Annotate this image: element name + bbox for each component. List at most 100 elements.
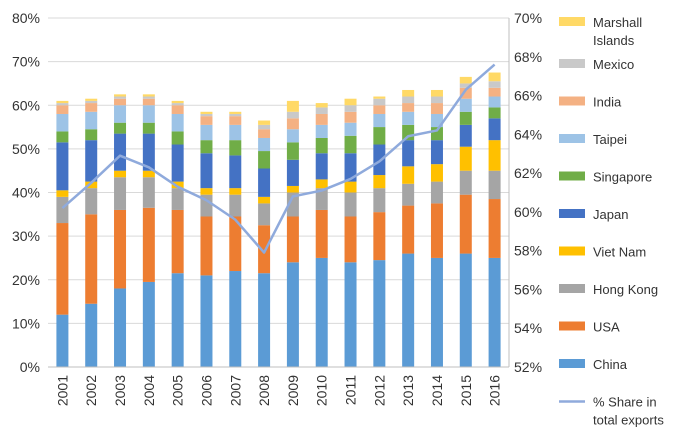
bar-segment-usa — [229, 216, 242, 272]
bar-segment-singapore — [56, 131, 69, 143]
legend-label: Japan — [593, 207, 628, 222]
bar-segment-china — [286, 262, 299, 367]
bar-segment-usa — [171, 209, 184, 274]
bar-segment-marshall-islands — [315, 103, 328, 108]
bar-segment-china — [114, 288, 127, 367]
bar-segment-china — [171, 273, 184, 367]
legend-swatch — [559, 359, 585, 368]
share-line-series — [61, 63, 496, 254]
x-tick-label: 2007 — [227, 375, 243, 406]
y-left-tick-label: 0% — [20, 359, 40, 375]
bar-segment-japan — [200, 153, 213, 189]
x-tick-label: 2013 — [400, 375, 416, 406]
bar-segment-mexico — [85, 100, 98, 104]
x-tick-label: 2012 — [371, 375, 387, 406]
bar-segment-hong-kong — [142, 177, 155, 208]
bar-segment-taipei — [286, 129, 299, 143]
bar-segment-viet-nam — [229, 188, 242, 195]
x-tick-label: 2005 — [170, 375, 186, 406]
bar-segment-mexico — [430, 96, 443, 104]
bar-segment-japan — [56, 142, 69, 191]
bar-segment-singapore — [373, 127, 386, 145]
x-tick-label: 2002 — [83, 375, 99, 406]
bar-segment-china — [488, 257, 501, 367]
legend-label: China — [593, 357, 628, 372]
bar-segment-hong-kong — [171, 188, 184, 210]
bar-segment-china — [200, 275, 213, 367]
bar-segment-india — [200, 116, 213, 125]
bar-segment-marshall-islands — [286, 100, 299, 112]
bar-segment-taipei — [114, 105, 127, 123]
y-right-tick-label: 58% — [514, 243, 542, 259]
x-tick-label: 2009 — [285, 375, 301, 406]
bar-segment-india — [229, 116, 242, 125]
bar-segment-mexico — [200, 113, 213, 117]
bar-segment-japan — [258, 168, 271, 197]
x-tick-label: 2006 — [198, 375, 214, 406]
bar-segment-usa — [142, 207, 155, 282]
bar-segment-india — [488, 87, 501, 97]
bar-segment-india — [286, 118, 299, 130]
bar-segment-taipei — [229, 124, 242, 141]
bar-segment-india — [258, 129, 271, 138]
bar-segment-china — [56, 314, 69, 367]
bar-segment-china — [229, 271, 242, 367]
bar-segment-taipei — [373, 113, 386, 128]
bar-segment-marshall-islands — [229, 111, 242, 114]
legend-label: Marshall — [593, 15, 642, 30]
bar-segment-usa — [488, 199, 501, 258]
bar-segment-viet-nam — [402, 166, 415, 184]
legend-label: Singapore — [593, 170, 652, 185]
bar-segment-japan — [286, 159, 299, 186]
bar-segment-japan — [114, 133, 127, 171]
y-left-tick-label: 30% — [12, 228, 40, 244]
bar-segment-india — [142, 98, 155, 106]
legend-label: Taipei — [593, 132, 627, 147]
bar-segment-usa — [402, 205, 415, 254]
bar-segment-mexico — [142, 96, 155, 99]
bar-segment-marshall-islands — [200, 111, 213, 114]
legend-swatch — [559, 96, 585, 106]
bar-segment-marshall-islands — [171, 100, 184, 104]
x-tick-label: 2010 — [314, 375, 330, 406]
bar-segment-india — [56, 105, 69, 114]
y-right-tick-label: 64% — [514, 126, 542, 142]
bar-segment-viet-nam — [459, 146, 472, 171]
bar-segment-singapore — [200, 140, 213, 154]
bar-segment-mexico — [402, 96, 415, 104]
bar-segment-china — [402, 253, 415, 367]
bar-segment-hong-kong — [114, 177, 127, 210]
bar-segment-mexico — [315, 107, 328, 114]
bar-segment-india — [459, 87, 472, 99]
bar-segment-hong-kong — [315, 188, 328, 210]
share-line — [61, 63, 496, 254]
bar-segment-japan — [344, 153, 357, 182]
x-tick-label: 2004 — [141, 375, 157, 406]
bar-segment-china — [85, 303, 98, 367]
bar-segment-marshall-islands — [373, 96, 386, 99]
bar-segment-usa — [459, 194, 472, 254]
bar-segment-viet-nam — [373, 175, 386, 189]
bar-segment-viet-nam — [85, 181, 98, 189]
y-left-tick-label: 10% — [12, 315, 40, 331]
x-tick-label: 2008 — [256, 375, 272, 406]
legend-label: Viet Nam — [593, 245, 646, 260]
legend-label: Islands — [593, 33, 635, 48]
bar-segment-taipei — [402, 111, 415, 125]
bar-segment-singapore — [142, 122, 155, 134]
bar-segment-marshall-islands — [56, 100, 69, 104]
legend-label: % Share in — [593, 395, 657, 410]
legend-label: Hong Kong — [593, 282, 658, 297]
bar-segment-viet-nam — [142, 170, 155, 178]
bar-segment-marshall-islands — [402, 89, 415, 97]
bar-segment-usa — [430, 203, 443, 258]
axes: 0% 10% 20% 30% 40% 50% 60% 70% 80% 52% 54% 56% 58% 60… — [12, 10, 542, 406]
bar-segment-singapore — [229, 140, 242, 156]
legend-swatch — [559, 17, 585, 26]
bar-segment-usa — [286, 216, 299, 263]
bar-segment-japan — [488, 118, 501, 141]
x-tick-label: 2001 — [54, 375, 70, 406]
legend-swatch — [559, 321, 585, 331]
bar-segment-viet-nam — [200, 188, 213, 195]
bar-segment-hong-kong — [286, 192, 299, 217]
